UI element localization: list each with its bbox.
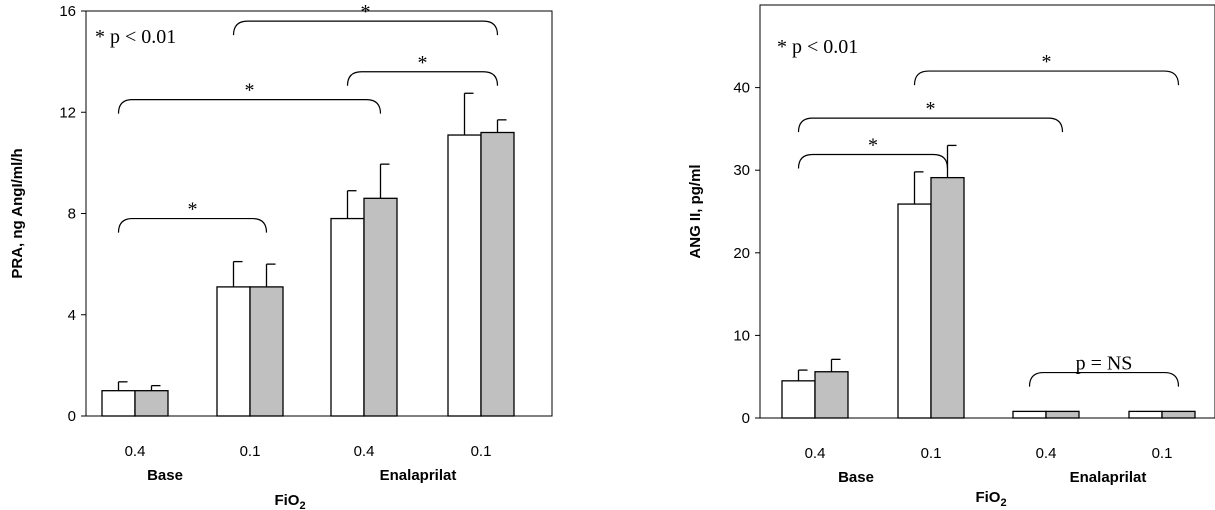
significance-bracket bbox=[797, 153, 949, 169]
x-axis-title: FiO2 bbox=[975, 489, 1006, 509]
significance-label: * bbox=[868, 135, 878, 157]
significance-bracket bbox=[346, 71, 499, 86]
x-tick-label: 0.4 bbox=[354, 443, 375, 460]
bar-series-2-cat-4 bbox=[480, 131, 515, 417]
y-tick-label: 8 bbox=[68, 206, 76, 223]
significance-note: * p < 0.01 bbox=[95, 26, 176, 48]
y-tick-label: 12 bbox=[59, 104, 76, 121]
y-axis-title: PRA, ng AngI/ml/h bbox=[9, 148, 26, 278]
group-label-base: Base bbox=[147, 467, 183, 484]
significance-bracket bbox=[797, 117, 1064, 133]
plot-frame bbox=[759, 4, 1215, 419]
significance-bracket bbox=[1028, 371, 1180, 387]
significance-label: * bbox=[418, 52, 428, 74]
significance-label: * bbox=[1042, 51, 1052, 73]
significance-label: * bbox=[188, 199, 198, 221]
significance-bracket bbox=[117, 98, 382, 114]
bar-series-2-cat-4 bbox=[1161, 410, 1196, 419]
significance-bracket bbox=[913, 70, 1180, 86]
significance-label: p = NS bbox=[1076, 353, 1133, 375]
bar-series-1-cat-4 bbox=[1128, 410, 1163, 419]
y-axis-title: ANG II, pg/ml bbox=[687, 164, 704, 258]
bar-series-2-cat-1 bbox=[814, 371, 849, 419]
significance-bracket bbox=[232, 20, 499, 36]
bar-series-1-cat-3 bbox=[330, 217, 365, 417]
bar-series-2-cat-3 bbox=[1045, 410, 1080, 419]
x-tick-label: 0.4 bbox=[1036, 445, 1057, 462]
y-tick-label: 20 bbox=[733, 245, 750, 262]
chart-pra: 0 4 8 12 16 PRA, ng AngI/ml/h 0.4 0.1 0.4 0.1 Base… bbox=[9, 1, 553, 510]
bar-series-1-cat-2 bbox=[897, 203, 932, 419]
y-tick-label: 30 bbox=[733, 162, 750, 179]
x-tick-label: 0.4 bbox=[805, 445, 826, 462]
y-tick-label: 40 bbox=[733, 80, 750, 97]
chart-ang2: 0 10 20 30 40 ANG II, pg/ml 0.4 0.1 0.4 0.1 Base En… bbox=[687, 4, 1215, 509]
group-label-enalaprilat: Enalaprilat bbox=[380, 467, 457, 484]
y-tick-label: 0 bbox=[68, 408, 76, 425]
x-tick-label: 0.1 bbox=[1152, 445, 1173, 462]
x-tick-label: 0.1 bbox=[921, 445, 942, 462]
significance-label: * bbox=[245, 80, 255, 102]
group-label-enalaprilat: Enalaprilat bbox=[1070, 469, 1147, 486]
bar-series-1-cat-3 bbox=[1012, 410, 1047, 419]
bar-series-2-cat-2 bbox=[249, 286, 284, 417]
bar-series-2-cat-1 bbox=[134, 390, 169, 417]
x-tick-label: 0.1 bbox=[240, 443, 261, 460]
x-axis-title: FiO2 bbox=[274, 492, 305, 510]
x-tick-label: 0.4 bbox=[125, 443, 146, 460]
bar-series-1-cat-1 bbox=[781, 380, 816, 419]
significance-note: * p < 0.01 bbox=[777, 36, 858, 58]
significance-bracket bbox=[117, 217, 268, 233]
bar-series-1-cat-4 bbox=[447, 134, 482, 417]
bar-series-1-cat-1 bbox=[101, 390, 136, 417]
bar-series-2-cat-3 bbox=[363, 197, 398, 417]
y-tick-label: 10 bbox=[733, 327, 750, 344]
significance-label: * bbox=[926, 98, 936, 120]
bar-series-1-cat-2 bbox=[216, 286, 251, 417]
significance-label: * bbox=[361, 1, 371, 23]
y-tick-label: 0 bbox=[742, 410, 750, 427]
y-tick-label: 4 bbox=[68, 307, 76, 324]
bar-series-2-cat-2 bbox=[930, 176, 965, 419]
group-label-base: Base bbox=[838, 469, 874, 486]
x-tick-label: 0.1 bbox=[471, 443, 492, 460]
y-tick-label: 16 bbox=[59, 3, 76, 20]
